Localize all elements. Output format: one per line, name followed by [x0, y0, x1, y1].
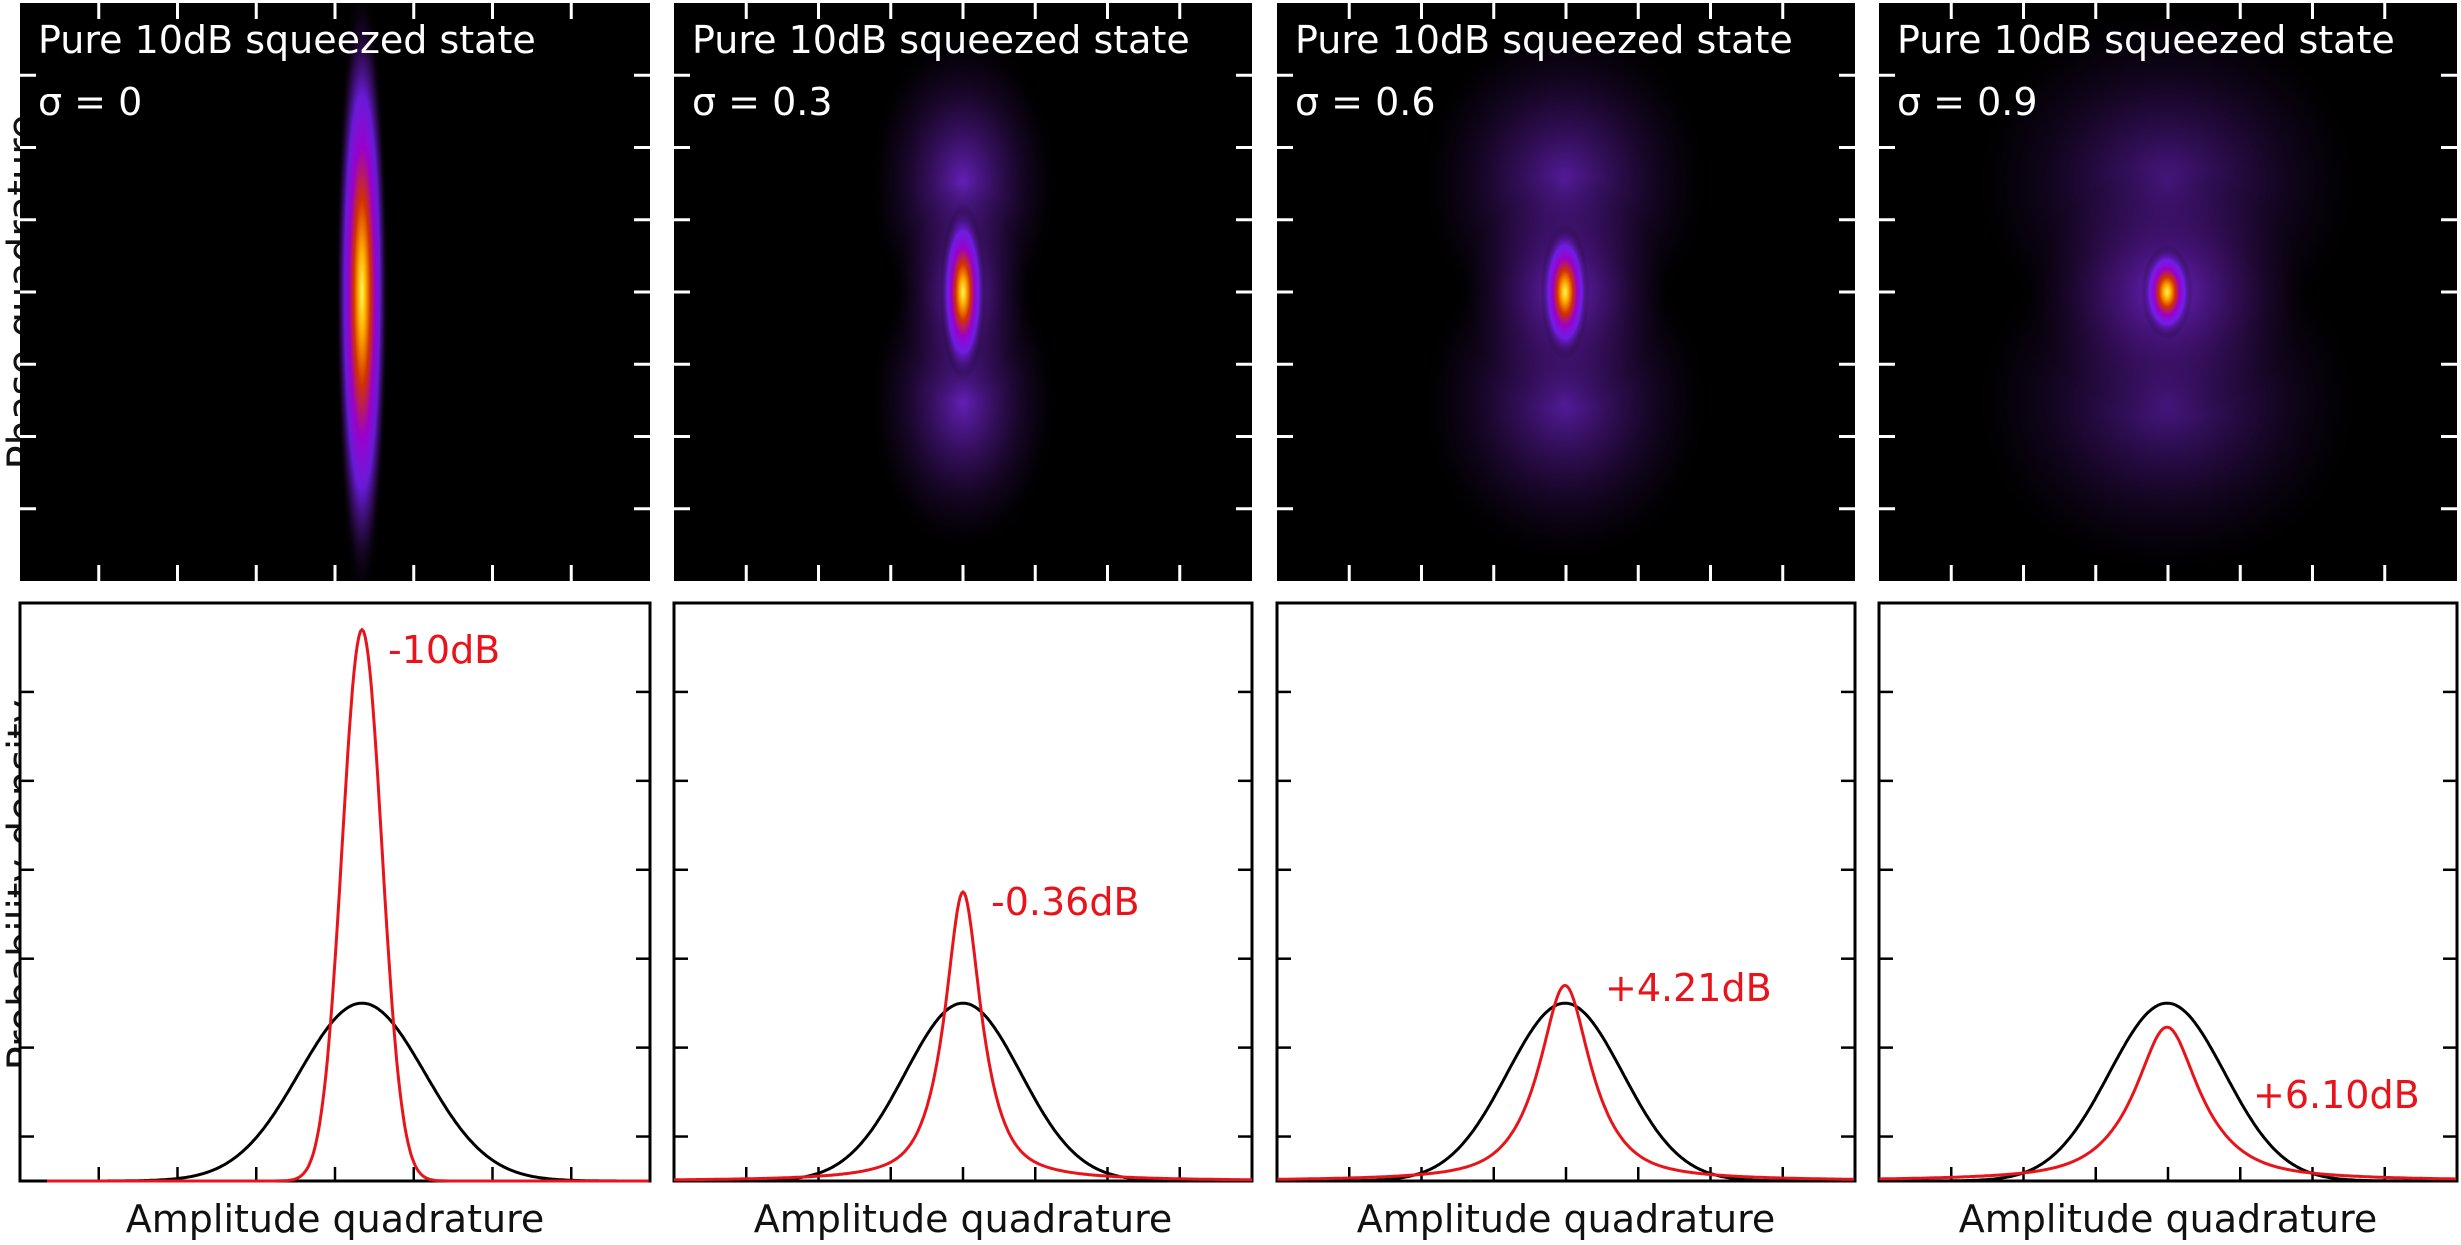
- x-axis-label: Amplitude quadrature: [126, 1197, 544, 1241]
- heatmap-ticks: [1879, 3, 2457, 581]
- density-panel-2: -0.36dB Amplitude quadrature: [672, 601, 1254, 1241]
- heatmap-core: [2141, 245, 2193, 339]
- density-panel-3: +4.21dB Amplitude quadrature: [1275, 601, 1857, 1241]
- sigma-label: σ = 0.6: [1295, 80, 1436, 124]
- density-curve: [674, 889, 1252, 1182]
- plot-ticks: [1277, 690, 1855, 1181]
- sigma-label: σ = 0: [38, 80, 142, 124]
- heatmap-panel-4: Pure 10dB squeezed state σ = 0.9: [1879, 3, 2457, 581]
- heatmap-background: [20, 3, 650, 581]
- db-annotation: -0.36dB: [991, 880, 1140, 924]
- heatmap-ticks: [674, 3, 1252, 581]
- db-annotation: +4.21dB: [1605, 966, 1772, 1010]
- heatmap-panel-3: Pure 10dB squeezed state σ = 0.6: [1277, 3, 1855, 581]
- heatmap-panel-2: Pure 10dB squeezed state σ = 0.3: [674, 3, 1252, 581]
- db-annotation: -10dB: [388, 628, 500, 672]
- heatmap-ticks: [1277, 3, 1855, 581]
- density-curve: [1277, 983, 1854, 1181]
- density-curve: [47, 627, 649, 1183]
- sigma-label: σ = 0.9: [1897, 80, 2038, 124]
- heatmap-title: Pure 10dB squeezed state: [38, 18, 536, 62]
- x-axis-label: Amplitude quadrature: [754, 1197, 1172, 1241]
- x-axis-label: Amplitude quadrature: [1959, 1197, 2377, 1241]
- heatmap-title: Pure 10dB squeezed state: [1897, 18, 2395, 62]
- heatmap-panel-1: Pure 10dB squeezed state σ = 0: [20, 3, 650, 581]
- density-curve: [674, 1001, 1252, 1183]
- sigma-label: σ = 0.3: [692, 80, 833, 124]
- plot-frame: [1877, 601, 2459, 1183]
- heatmap-title: Pure 10dB squeezed state: [1295, 18, 1793, 62]
- heatmap-ticks: [20, 3, 650, 581]
- db-annotation: +6.10dB: [2253, 1073, 2420, 1117]
- density-curve: [1879, 1025, 2456, 1181]
- plot-frame: [1275, 601, 1857, 1183]
- heatmap-core: [336, 3, 388, 581]
- plot-frame: [18, 601, 652, 1183]
- density-curve: [1879, 1001, 2456, 1183]
- heatmap-title: Pure 10dB squeezed state: [692, 18, 1190, 62]
- heatmap-core: [939, 203, 987, 381]
- density-panel-4: +6.10dB Amplitude quadrature: [1877, 601, 2459, 1241]
- x-axis-label: Amplitude quadrature: [1357, 1197, 1775, 1241]
- density-curve: [1277, 1001, 1854, 1183]
- heatmap-core: [1540, 224, 1590, 360]
- density-panel-1: -10dB Amplitude quadrature: [18, 601, 652, 1241]
